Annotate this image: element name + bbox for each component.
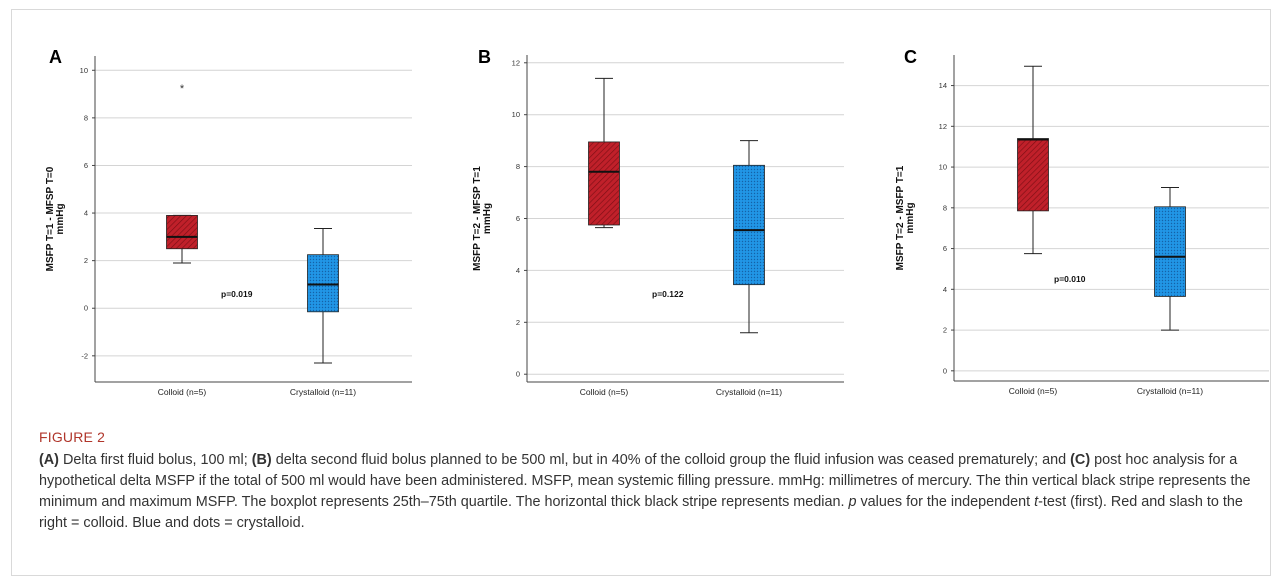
panel-b-colloid-category-label: Colloid (n=5) [580, 387, 629, 397]
caption-run-4: (C) [1070, 452, 1091, 468]
panel-c-colloid-box [1017, 138, 1049, 212]
panel-b-colloid-box [588, 141, 620, 226]
caption-run-7: values for the independent [856, 494, 1035, 510]
panel-a-p-value: p=0.019 [221, 289, 253, 299]
panel-c-ytick-label: 0 [943, 366, 947, 375]
panel-a-ylabel-line: MSFP T=1 - MFSP T=0 [45, 166, 56, 271]
panel-b-p-value: p=0.122 [652, 289, 684, 299]
panel-c-crystalloid-category-label: Crystalloid (n=11) [1137, 386, 1203, 396]
figure-frame [11, 9, 1271, 576]
panel-b-label: B [478, 47, 491, 67]
panel-c-ytick-label: 6 [943, 244, 947, 253]
panel-b-ylabel-line: mmHg [482, 203, 493, 234]
panel-c-plot: C 0 2 4 6 8 10 12 14 MSFP T=2 - MSFP T=1mmHg Collo… [895, 47, 1269, 396]
panel-c-ylabel-line: mmHg [905, 202, 916, 233]
panel-a-crystalloid-box [307, 254, 339, 313]
panel-a-label: A [49, 47, 62, 67]
figure-caption: FIGURE 2 (A) Delta first fluid bolus, 10… [39, 429, 1254, 534]
panel-a-ytick-label: 2 [84, 256, 88, 265]
caption-run-2: (B) [251, 452, 272, 468]
panel-a-ytick-label: 10 [80, 66, 88, 75]
panel-c-ylabel: MSFP T=2 - MSFP T=1mmHg [895, 165, 916, 270]
panel-a-ytick-label: 0 [84, 304, 88, 313]
panel-b-ytick-label: 0 [516, 370, 520, 379]
panel-a-ytick-label: 8 [84, 113, 88, 122]
panel-c-ytick-label: 4 [943, 285, 947, 294]
caption-run-5: post hoc analysis for a hypothetical del… [39, 452, 1251, 510]
panel-b-crystalloid-box [733, 164, 765, 286]
panel-c-p-value: p=0.010 [1054, 274, 1086, 284]
caption-run-1: Delta first fluid bolus, 100 ml; [58, 452, 252, 468]
panel-a-colloid-outlier: * [180, 83, 185, 95]
panel-b-ytick-label: 4 [516, 266, 520, 275]
panel-b-ytick-label: 6 [516, 214, 520, 223]
caption-run-6: p [848, 494, 857, 510]
panel-c-colloid-category-label: Colloid (n=5) [1009, 386, 1058, 396]
panel-c-ytick-label: 14 [939, 81, 947, 90]
caption-run-8: t [1034, 494, 1039, 510]
panel-a-ytick-label: 6 [84, 161, 88, 170]
panel-a-ytick-label: 4 [84, 209, 88, 218]
panel-c-ylabel-line: MSFP T=2 - MSFP T=1 [895, 165, 906, 270]
panel-b-ylabel: MSFP T=2 - MFSP T=1mmHg [472, 166, 493, 271]
panel-a-plot: A -2 0 2 4 6 8 10 MSFP T=1 - MFSP T=0mmHg * Colloi… [45, 47, 412, 397]
panel-c-ytick-label: 8 [943, 203, 947, 212]
panel-a-colloid-box [166, 215, 198, 250]
panel-b-ytick-label: 10 [512, 110, 520, 119]
caption-run-3: delta second fluid bolus planned to be 5… [271, 452, 1071, 468]
panel-c-ytick-label: 10 [939, 163, 947, 172]
panel-a-crystalloid-category-label: Crystalloid (n=11) [290, 387, 356, 397]
panel-c-crystalloid-box [1154, 206, 1186, 297]
panel-c-ytick-label: 2 [943, 326, 947, 335]
figure-label: FIGURE 2 [39, 429, 106, 445]
panel-a-ytick-label: -2 [81, 351, 88, 360]
panel-b-ytick-label: 2 [516, 318, 520, 327]
panel-b-ylabel-line: MSFP T=2 - MFSP T=1 [472, 166, 483, 271]
caption-run-0: (A) [39, 452, 59, 468]
panel-b-plot: B 0 2 4 6 8 10 12 MSFP T=2 - MFSP T=1mmHg Colloid… [472, 47, 844, 397]
panel-c-label: C [904, 47, 917, 67]
panel-a-ylabel-line: mmHg [55, 203, 66, 234]
caption-text: (A) Delta first fluid bolus, 100 ml; (B)… [39, 450, 1254, 534]
panel-b-ytick-label: 12 [512, 58, 520, 67]
panel-a-ylabel: MSFP T=1 - MFSP T=0mmHg [45, 166, 66, 271]
panel-a-colloid-category-label: Colloid (n=5) [158, 387, 207, 397]
caption-run-9: -test (first). Red and slash to the righ… [39, 494, 1243, 531]
panel-b-ytick-label: 8 [516, 162, 520, 171]
panel-c-ytick-label: 12 [939, 122, 947, 131]
panel-b-crystalloid-category-label: Crystalloid (n=11) [716, 387, 782, 397]
